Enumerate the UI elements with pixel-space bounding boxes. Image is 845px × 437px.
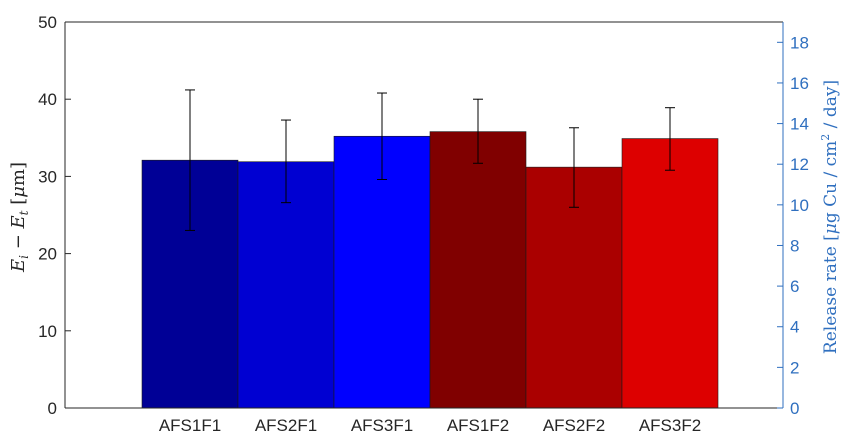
x-tick-label: AFS1F1 bbox=[159, 416, 221, 435]
x-tick-label: AFS3F2 bbox=[639, 416, 701, 435]
x-axis-ticks: AFS1F1 AFS2F1 AFS3F1 AFS1F2 AFS2F2 AFS3F2 bbox=[159, 416, 701, 435]
x-tick-label: AFS2F2 bbox=[543, 416, 605, 435]
axes-group bbox=[64, 21, 784, 409]
y2-tick-label: 12 bbox=[790, 155, 809, 174]
y-tick-label: 40 bbox=[38, 90, 57, 109]
y2-axis-label: Release rate [μg Cu / cm2 / day] bbox=[819, 80, 841, 354]
y-axis-label: Ei − Et [μm] bbox=[8, 162, 31, 273]
x-tick-label: AFS3F1 bbox=[351, 416, 413, 435]
x-tick-label: AFS2F1 bbox=[255, 416, 317, 435]
y-tick-label: 50 bbox=[38, 13, 57, 32]
y2-tick-label: 18 bbox=[790, 33, 809, 52]
x-tick-label: AFS1F2 bbox=[447, 416, 509, 435]
y2-tick-label: 8 bbox=[790, 236, 799, 255]
bar-AFS3F2 bbox=[621, 138, 719, 409]
y-tick-label: 30 bbox=[38, 167, 57, 186]
y2-tick-label: 14 bbox=[790, 115, 809, 134]
bar-AFS1F2 bbox=[429, 131, 527, 409]
error-bars-group bbox=[185, 89, 675, 231]
y2-tick-label: 6 bbox=[790, 277, 799, 296]
bars-group bbox=[141, 131, 719, 409]
y2-tick-label: 16 bbox=[790, 74, 809, 93]
y-tick-label: 20 bbox=[38, 245, 57, 264]
y2-tick-label: 0 bbox=[790, 399, 799, 418]
y2-tick-label: 4 bbox=[790, 318, 799, 337]
y2-tick-label: 2 bbox=[790, 358, 799, 377]
right-axis-ticks: 0 2 4 6 8 10 12 14 16 18 bbox=[777, 33, 809, 418]
y-tick-label: 10 bbox=[38, 322, 57, 341]
y2-tick-label: 10 bbox=[790, 196, 809, 215]
left-axis-ticks: 0 10 20 30 40 50 bbox=[38, 13, 71, 418]
y-tick-label: 0 bbox=[48, 399, 57, 418]
